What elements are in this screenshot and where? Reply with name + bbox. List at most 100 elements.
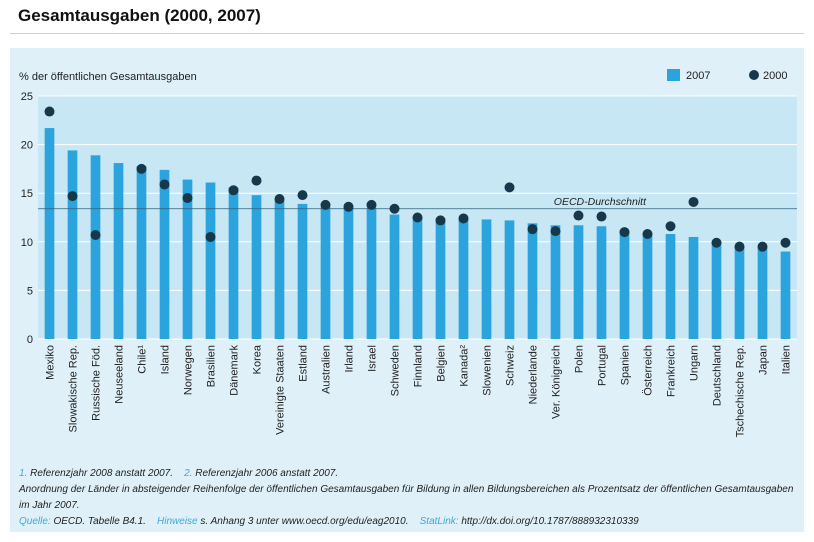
dot-2000 (67, 191, 78, 202)
x-tick-label: Dänemark (229, 345, 241, 396)
dot-2000 (734, 241, 745, 252)
legend-swatch-2000 (749, 70, 759, 80)
legend-swatch-2007 (667, 69, 680, 81)
bar-2007 (67, 150, 78, 339)
y-tick-label: 0 (27, 334, 33, 346)
bar-2007 (642, 233, 653, 339)
bar-2007 (711, 241, 722, 339)
x-tick-label: Deutschland (712, 345, 724, 406)
statlink-label[interactable]: StatLink: (419, 516, 459, 527)
dot-2000 (320, 199, 331, 210)
x-tick-label: Ungarn (689, 345, 701, 381)
dot-2000 (343, 201, 354, 212)
bar-2007 (389, 214, 400, 339)
bar-2007 (688, 236, 699, 339)
dot-2000 (619, 227, 630, 238)
hints-label: Hinweise (157, 516, 198, 527)
dot-2000 (389, 203, 400, 214)
dot-2000 (665, 221, 676, 232)
bar-2007 (251, 195, 262, 339)
dot-2000 (757, 241, 768, 252)
dot-2000 (711, 237, 722, 248)
x-tick-label: Australien (321, 345, 333, 394)
x-tick-label: Slowakische Rep. (68, 345, 80, 432)
x-tick-label: Tschechische Rep. (735, 345, 747, 437)
dot-2000 (205, 231, 216, 242)
x-tick-label: Russische Föd. (91, 345, 103, 421)
dot-2000 (412, 212, 423, 223)
bar-2007 (665, 234, 676, 339)
x-tick-label: Spanien (620, 345, 632, 385)
footnotes-line: 1. Referenzjahr 2008 anstatt 2007. 2. Re… (19, 466, 799, 482)
source-label: Quelle: (19, 516, 51, 527)
x-tick-label: Polen (574, 345, 586, 373)
statlink-url[interactable]: http://dx.doi.org/10.1787/888932310339 (458, 516, 639, 527)
bar-2007 (504, 220, 515, 339)
legend-label-2007: 2007 (686, 70, 710, 82)
footnote-1-text: Referenzjahr 2008 anstatt 2007. (27, 468, 173, 479)
dot-2000 (366, 199, 377, 210)
dot-2000 (504, 182, 515, 193)
dot-2000 (688, 196, 699, 207)
dot-2000 (274, 194, 285, 205)
bar-2007 (90, 155, 101, 339)
page-title: Gesamtausgaben (2000, 2007) (18, 6, 261, 25)
x-tick-label: Chile¹ (137, 345, 149, 374)
bar-2007 (274, 200, 285, 339)
x-tick-label: Neuseeland (114, 345, 126, 404)
dot-2000 (573, 210, 584, 221)
x-tick-label: Finnland (413, 345, 425, 387)
chart-notes: 1. Referenzjahr 2008 anstatt 2007. 2. Re… (19, 466, 799, 530)
footnote-2-text: Referenzjahr 2006 anstatt 2007. (192, 468, 339, 479)
y-tick-label: 5 (27, 285, 33, 297)
ordering-note: Anordnung der Länder in absteigender Rei… (19, 484, 794, 511)
dot-2000 (228, 185, 239, 196)
dot-2000 (251, 175, 262, 186)
bar-2007 (619, 230, 630, 339)
dot-2000 (44, 106, 55, 117)
bar-2007 (596, 226, 607, 339)
x-tick-label: Vereinigte Staaten (275, 345, 287, 435)
bar-2007 (757, 247, 768, 339)
x-tick-label: Irland (344, 345, 356, 373)
bar-2007 (527, 223, 538, 339)
bar-2007 (366, 207, 377, 339)
x-tick-label: Kanada² (459, 345, 471, 387)
x-tick-label: Portugal (597, 345, 609, 386)
legend-label-2000: 2000 (763, 70, 787, 82)
bar-2007 (412, 216, 423, 339)
bar-2007 (159, 169, 170, 339)
bar-2007 (182, 179, 193, 339)
dot-2000 (458, 213, 469, 224)
title-divider (10, 33, 804, 34)
dot-2000 (550, 226, 561, 237)
footnote-2-marker: 2. (184, 468, 193, 479)
bar-2007 (228, 187, 239, 339)
bar-2007 (136, 165, 147, 339)
bar-2007 (113, 163, 124, 339)
y-tick-label: 15 (21, 188, 33, 200)
bar-2007 (297, 203, 308, 339)
x-tick-label: Estland (298, 345, 310, 382)
dot-2000 (435, 215, 446, 226)
source-line: Quelle: OECD. Tabelle B4.1. Hinweise s. … (19, 514, 799, 530)
bar-2007 (205, 182, 216, 339)
x-tick-label: Ver. Königreich (551, 345, 563, 419)
bar-2007 (435, 218, 446, 339)
bar-2007 (343, 207, 354, 339)
x-tick-label: Slowenien (482, 345, 494, 396)
dot-2000 (642, 229, 653, 240)
dot-2000 (596, 211, 607, 222)
bar-2007 (481, 219, 492, 339)
x-tick-label: Schweden (390, 345, 402, 396)
source-text: OECD. Tabelle B4.1. (50, 516, 146, 527)
dot-2000 (297, 190, 308, 201)
x-tick-label: Schweiz (505, 345, 517, 386)
x-tick-label: Norwegen (183, 345, 195, 395)
bar-2007 (734, 246, 745, 339)
dot-2000 (90, 229, 101, 240)
hints-text: s. Anhang 3 unter www.oecd.org/edu/eag20… (197, 516, 409, 527)
bar-2007 (458, 219, 469, 339)
x-tick-label: Frankreich (666, 345, 678, 397)
